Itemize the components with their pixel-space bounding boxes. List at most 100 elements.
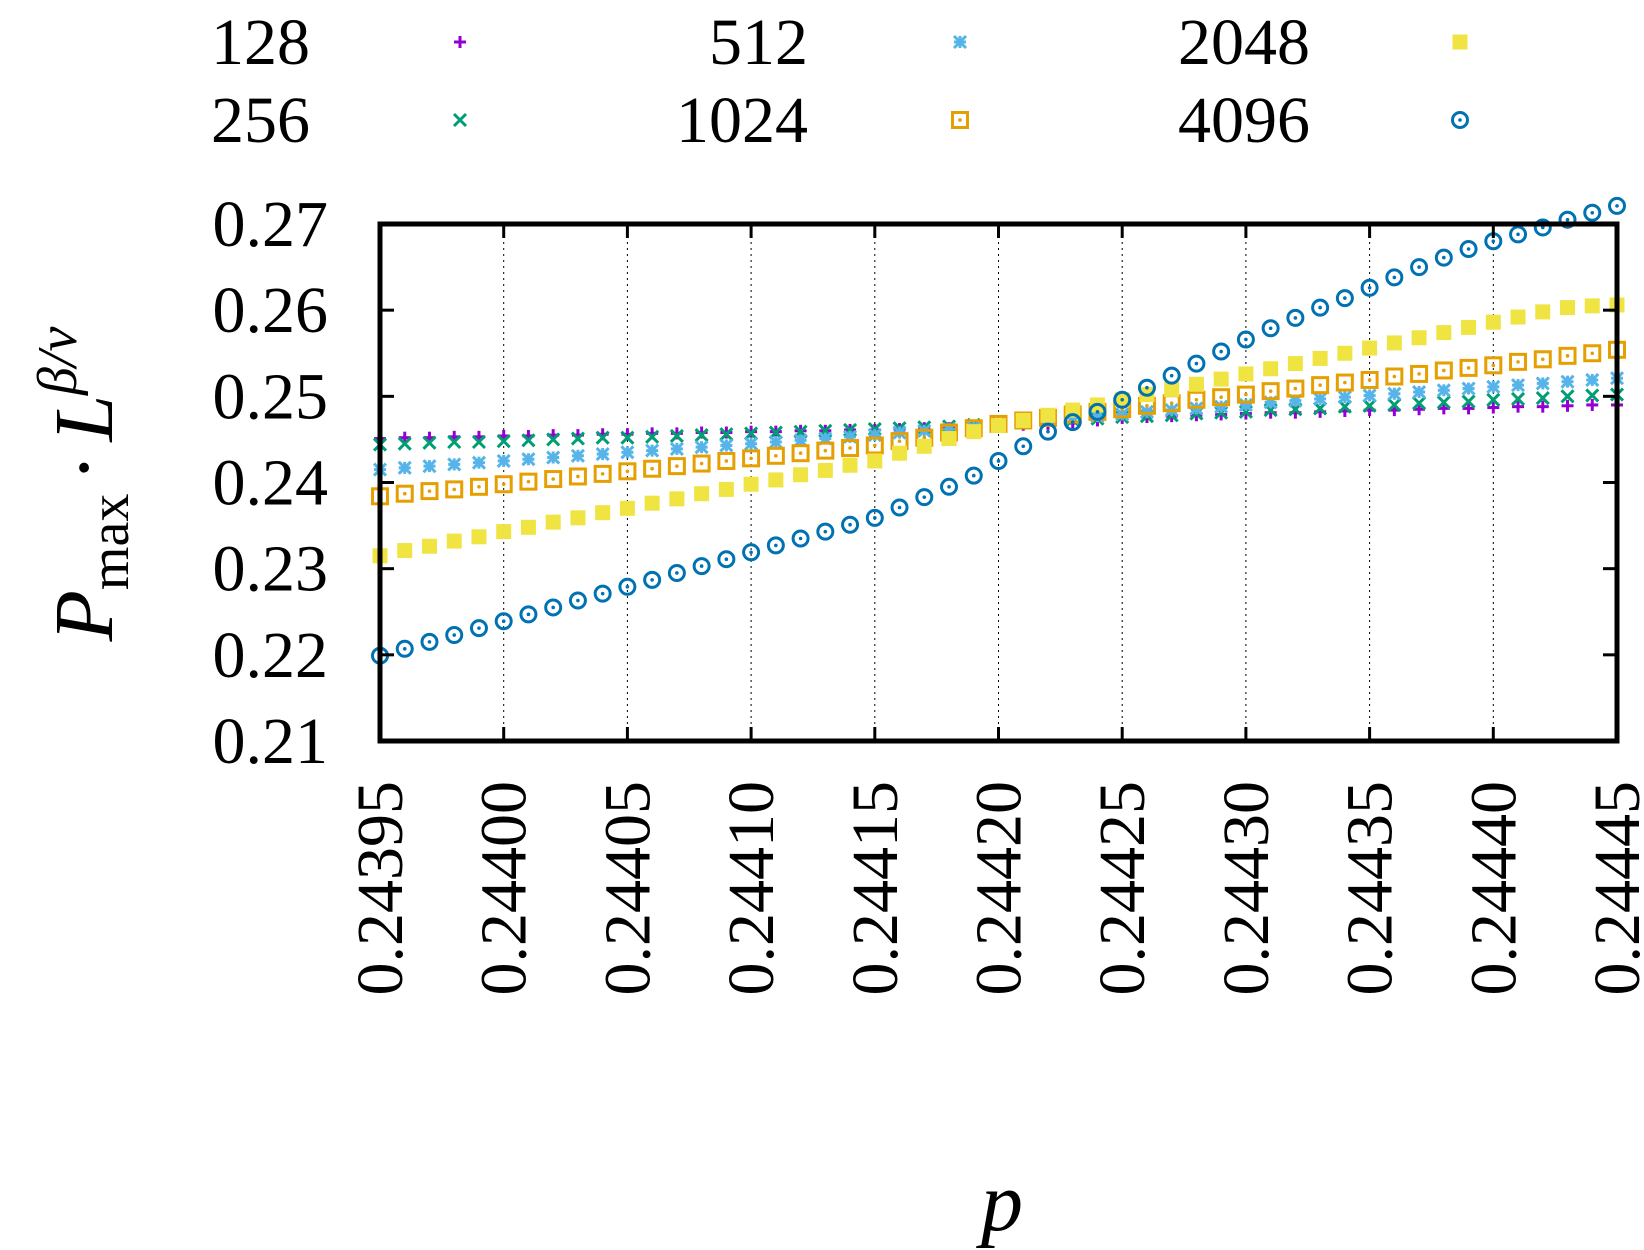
point-512-38: [1313, 391, 1328, 406]
point-512-45: [1486, 379, 1501, 394]
point-4096-6: [519, 605, 538, 624]
point-4096-23: [940, 477, 959, 496]
point-2048-12: [669, 491, 685, 507]
point-4096-32: [1162, 366, 1181, 385]
legend-label-128: 128: [211, 6, 310, 79]
point-256-5: [496, 434, 511, 449]
point-1024-14: [717, 451, 736, 470]
point-2048-17: [793, 467, 809, 483]
point-512-2: [422, 459, 437, 474]
series-4096: [371, 196, 1626, 665]
point-1024-36: [1261, 382, 1280, 401]
point-4096-29: [1088, 402, 1107, 421]
point-2048-45: [1485, 314, 1501, 330]
point-1024-11: [643, 459, 662, 478]
x-axis-ticks: 0.24395 0.24400 0.24405 0.24410 0.24415 0.244…: [344, 224, 1644, 996]
point-2048-7: [545, 514, 561, 530]
point-1024-33: [1187, 390, 1206, 409]
point-1024-4: [469, 477, 488, 496]
point-4096-13: [692, 557, 711, 576]
point-2048-28: [1065, 402, 1081, 418]
point-2048-48: [1560, 300, 1576, 316]
point-2048-26: [1015, 412, 1031, 428]
x-tick-label-0.24440: 0.24440: [1457, 781, 1530, 996]
point-2048-44: [1461, 319, 1477, 335]
point-1024-42: [1410, 364, 1429, 383]
point-256-40: [1362, 398, 1377, 413]
point-512-39: [1337, 390, 1352, 405]
x-tick-label-0.24425: 0.24425: [1086, 781, 1159, 996]
data-markers: [371, 196, 1626, 665]
point-256-43: [1436, 395, 1451, 410]
point-1024-39: [1335, 373, 1354, 392]
point-2048-39: [1337, 345, 1353, 361]
legend-marker-4096: [1451, 111, 1469, 129]
point-1024-8: [568, 467, 587, 486]
point-256-9: [595, 430, 610, 445]
point-2048-46: [1510, 309, 1526, 325]
point-2048-22: [916, 438, 932, 454]
point-4096-15: [742, 543, 761, 562]
point-512-34: [1214, 399, 1229, 414]
point-512-47: [1535, 376, 1550, 391]
point-4096-26: [1014, 437, 1033, 456]
point-2048-10: [619, 500, 635, 516]
point-4096-40: [1360, 278, 1379, 297]
point-1024-46: [1509, 352, 1528, 371]
point-4096-16: [766, 536, 785, 555]
point-2048-8: [570, 510, 586, 526]
point-256-45: [1486, 392, 1501, 407]
x-tick-label-0.24395: 0.24395: [344, 781, 417, 996]
point-512-41: [1387, 386, 1402, 401]
point-256-4: [471, 434, 487, 450]
point-2048-35: [1238, 366, 1254, 382]
y-tick-label-0.22: 0.22: [213, 619, 329, 692]
point-4096-20: [865, 508, 884, 527]
x-tick-label-0.24405: 0.24405: [591, 781, 664, 996]
point-2048-21: [892, 445, 908, 461]
point-4096-11: [643, 570, 662, 589]
y-axis-ticks: 0.21 0.22 0.23 0.24 0.25 0.26 0.27: [213, 188, 1617, 778]
point-128-44: [1462, 402, 1475, 415]
point-4096-43: [1434, 248, 1453, 267]
point-2048-13: [694, 486, 710, 502]
point-2048-18: [817, 462, 833, 478]
legend-item-2048: 2048: [1178, 6, 1468, 79]
point-4096-22: [915, 488, 934, 507]
point-1024-43: [1434, 361, 1453, 380]
point-1024-47: [1533, 350, 1552, 369]
point-2048-49: [1584, 298, 1600, 314]
point-256-6: [521, 433, 536, 448]
point-512-46: [1510, 378, 1526, 393]
point-256-42: [1412, 396, 1427, 411]
point-512-49: [1585, 372, 1600, 388]
point-2048-34: [1213, 371, 1229, 387]
point-4096-1: [395, 639, 414, 658]
point-1024-12: [667, 457, 686, 476]
point-512-42: [1412, 384, 1427, 400]
point-4096-7: [544, 598, 563, 617]
point-512-10: [620, 445, 635, 460]
y-tick-label-0.27: 0.27: [213, 188, 329, 261]
point-1024-16: [766, 446, 785, 465]
point-1024-45: [1484, 356, 1503, 375]
x-tick-label-0.24435: 0.24435: [1334, 781, 1407, 996]
point-256-1: [397, 436, 412, 451]
point-2048-16: [768, 472, 784, 488]
point-4096-18: [816, 522, 835, 541]
point-1024-10: [618, 462, 637, 481]
point-2048-11: [644, 495, 660, 511]
legend-item-512: 512: [709, 6, 968, 79]
x-tick-label-0.24415: 0.24415: [839, 781, 912, 996]
point-4096-10: [618, 577, 637, 596]
point-512-3: [447, 457, 462, 472]
legend-label-4096: 4096: [1178, 84, 1310, 157]
point-256-41: [1387, 397, 1402, 413]
point-4096-33: [1187, 354, 1206, 373]
point-256-44: [1461, 394, 1476, 409]
point-1024-9: [593, 464, 612, 483]
point-2048-42: [1411, 330, 1427, 346]
point-4096-46: [1509, 225, 1528, 244]
y-axis-label-dot: ·: [38, 454, 131, 482]
y-axis-label-base: P: [38, 590, 131, 642]
